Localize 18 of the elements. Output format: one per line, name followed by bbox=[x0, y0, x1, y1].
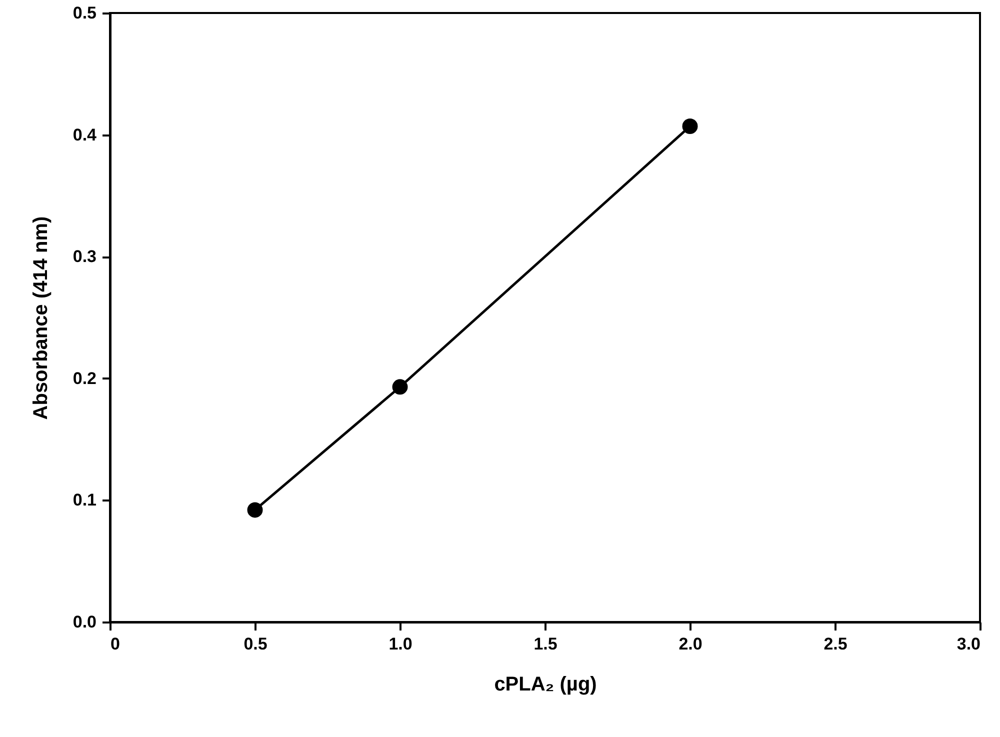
x-tick-label: 2.5 bbox=[824, 634, 848, 654]
x-tick-label: 0 bbox=[110, 634, 120, 654]
y-axis-title: Absorbance (414 nm) bbox=[30, 216, 52, 420]
y-tick-label: 0.0 bbox=[72, 612, 96, 632]
x-axis-title: cPLA₂ (µg) bbox=[494, 674, 597, 696]
point bbox=[392, 379, 408, 395]
point bbox=[682, 118, 698, 134]
y-tick-label: 0.5 bbox=[72, 4, 96, 22]
x-tick-label: 1.0 bbox=[388, 634, 412, 654]
y-tick-label: 0.2 bbox=[72, 368, 96, 388]
y-tick-label: 0.3 bbox=[72, 247, 96, 266]
y-tick-label: 0.1 bbox=[72, 490, 96, 510]
x-tick-label: 0.5 bbox=[244, 634, 268, 654]
x-tick-label: 1.5 bbox=[534, 634, 558, 654]
y-tick-label: 0.4 bbox=[72, 125, 98, 144]
x-tick-label: 2.0 bbox=[678, 634, 702, 654]
point bbox=[247, 502, 263, 518]
x-tick-label: 3.0 bbox=[956, 634, 980, 654]
